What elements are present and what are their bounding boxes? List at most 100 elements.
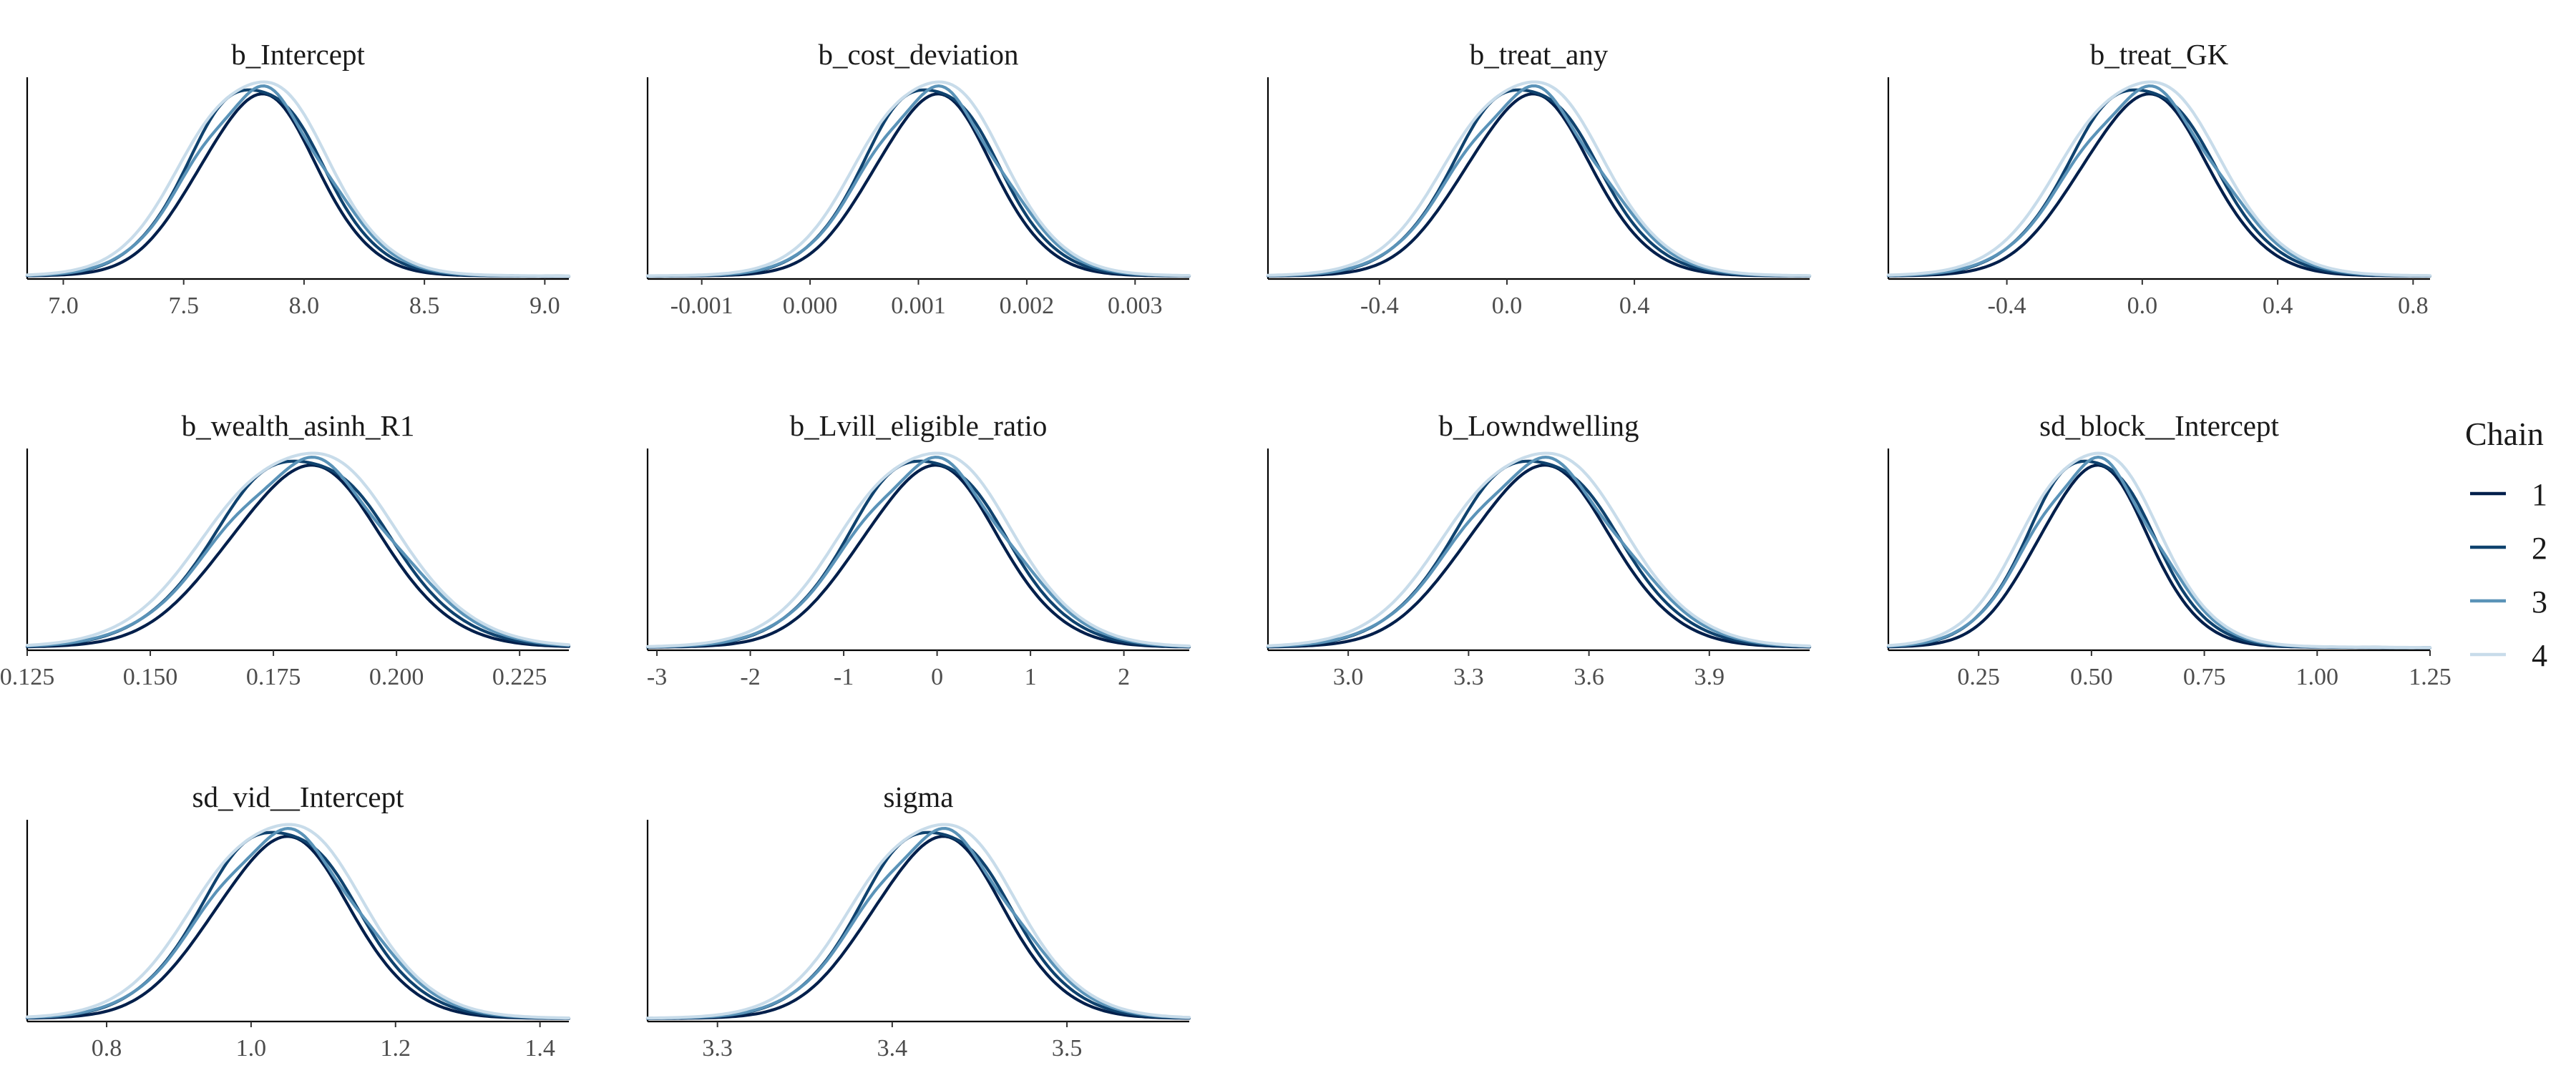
density-chain-1 — [25, 464, 571, 649]
density-chain-1 — [1266, 464, 1812, 649]
density-chain-1 — [25, 835, 571, 1020]
density-chain-1 — [1266, 92, 1812, 278]
x-tick-label: 8.0 — [289, 293, 320, 319]
x-tick-label: 0.25 — [1957, 664, 2000, 690]
panel-title: b_cost_deviation — [818, 38, 1018, 71]
legend-title: Chain — [2465, 416, 2544, 452]
density-chain-2 — [1886, 88, 2432, 278]
x-tick-label: 0.150 — [123, 664, 178, 690]
x-tick-label: 0.175 — [246, 664, 301, 690]
x-tick-label: 0.225 — [492, 664, 547, 690]
x-tick-label: 0.200 — [369, 664, 424, 690]
x-tick-label: 0.50 — [2070, 664, 2113, 690]
density-chain-4 — [645, 80, 1191, 278]
panel-sigma: sigma 3.3 3.4 3.5 — [645, 780, 1191, 1062]
density-chain-4 — [25, 451, 571, 647]
x-tick-label: -2 — [740, 664, 760, 690]
legend-label-1: 1 — [2532, 477, 2547, 512]
density-chain-4 — [25, 80, 571, 278]
density-chain-3 — [645, 84, 1191, 278]
panel-b_wealth_asinh_R1: b_wealth_asinh_R1 0.125 0.150 0.175 0.200 0.2… — [0, 409, 571, 690]
x-tick-label: 0.001 — [891, 293, 946, 319]
density-chain-1 — [645, 464, 1191, 649]
panel-title: sd_block__Intercept — [2039, 409, 2279, 442]
x-tick-label: 3.9 — [1694, 664, 1725, 690]
panel-title: sigma — [884, 780, 954, 813]
x-tick-label: 0.125 — [0, 664, 54, 690]
x-tick-label: -1 — [834, 664, 854, 690]
x-tick-label: 0.003 — [1108, 293, 1163, 319]
panel-b_cost_deviation: b_cost_deviation -0.001 0.000 0.001 0.002 0.0… — [645, 38, 1191, 319]
x-tick-label: 7.0 — [48, 293, 79, 319]
density-chain-1 — [645, 835, 1191, 1021]
x-tick-label: 3.0 — [1333, 664, 1364, 690]
density-chain-1 — [1886, 92, 2432, 278]
x-tick-label: 3.3 — [1453, 664, 1484, 690]
density-chain-3 — [1266, 84, 1812, 278]
x-tick-label: 0.8 — [2398, 293, 2429, 319]
density-chain-3 — [1886, 84, 2432, 278]
density-chain-4 — [1886, 451, 2432, 650]
x-tick-label: -0.4 — [1360, 293, 1399, 319]
density-chain-4 — [1266, 451, 1812, 648]
density-chain-2 — [25, 459, 571, 648]
panel-b_Lowndwelling: b_Lowndwelling 3.0 3.3 3.6 3.9 — [1266, 409, 1812, 690]
x-tick-label: 8.5 — [409, 293, 440, 319]
density-chain-2 — [645, 88, 1191, 278]
density-chain-2 — [1266, 88, 1812, 278]
panel-sd_vid__Intercept: sd_vid__Intercept 0.8 1.0 1.2 1.4 — [25, 780, 571, 1062]
density-chain-4 — [1886, 80, 2432, 278]
panel-b_Lvill_eligible_ratio: b_Lvill_eligible_ratio -3 -2 -1 0 1 2 — [645, 409, 1191, 690]
panel-sd_block__Intercept: sd_block__Intercept 0.25 0.50 0.75 1.00 1.25 — [1886, 409, 2451, 690]
density-chain-2 — [645, 459, 1191, 649]
density-chain-4 — [645, 823, 1191, 1020]
x-tick-label: 3.4 — [877, 1035, 908, 1062]
panel-title: b_wealth_asinh_R1 — [182, 409, 415, 442]
x-tick-label: -0.001 — [670, 293, 733, 319]
x-tick-label: 0.8 — [92, 1035, 122, 1062]
x-tick-label: 1.00 — [2296, 664, 2339, 690]
x-tick-label: 0.0 — [2127, 293, 2158, 319]
density-chain-3 — [25, 455, 571, 648]
legend-label-2: 2 — [2532, 531, 2547, 566]
density-chain-3 — [1886, 455, 2432, 650]
density-chain-3 — [25, 826, 571, 1020]
legend-label-4: 4 — [2532, 638, 2547, 673]
panel-title: b_treat_any — [1470, 38, 1609, 71]
x-tick-label: 1.0 — [236, 1035, 267, 1062]
panel-title: sd_vid__Intercept — [192, 780, 404, 813]
density-chain-2 — [1266, 459, 1812, 649]
x-tick-label: 7.5 — [168, 293, 199, 319]
density-chain-4 — [25, 823, 571, 1020]
x-tick-label: 3.3 — [702, 1035, 733, 1062]
density-chain-1 — [1886, 464, 2432, 650]
density-chain-3 — [645, 455, 1191, 649]
x-tick-label: 1.4 — [525, 1035, 555, 1062]
x-tick-label: 0 — [931, 664, 943, 690]
x-tick-label: 1.2 — [381, 1035, 411, 1062]
density-chain-2 — [645, 831, 1191, 1020]
x-tick-label: 1 — [1025, 664, 1037, 690]
x-tick-label: 0.002 — [1000, 293, 1055, 319]
x-tick-label: 2 — [1118, 664, 1130, 690]
density-chain-4 — [645, 451, 1191, 648]
legend-label-3: 3 — [2532, 584, 2547, 619]
density-chain-3 — [1266, 455, 1812, 648]
x-tick-label: 0.4 — [2263, 293, 2293, 319]
x-tick-label: 9.0 — [530, 293, 560, 319]
x-tick-label: 0.4 — [1619, 293, 1650, 319]
chain-legend: Chain 1 2 3 4 — [2465, 416, 2547, 673]
density-chain-3 — [25, 84, 571, 278]
panel-b_treat_any: b_treat_any -0.4 0.0 0.4 — [1266, 38, 1812, 319]
x-tick-label: 0.75 — [2183, 664, 2226, 690]
panel-b_Intercept: b_Intercept 7.0 7.5 8.0 8.5 9.0 — [25, 38, 571, 319]
x-tick-label: 0.000 — [783, 293, 838, 319]
density-chain-4 — [1266, 80, 1812, 278]
x-tick-label: 1.25 — [2409, 664, 2451, 690]
facet-panels: b_Intercept 7.0 7.5 8.0 8.5 9.0 b_cost_deviati… — [0, 38, 2451, 1062]
density-chain-3 — [645, 826, 1191, 1020]
panel-title: b_treat_GK — [2090, 38, 2229, 71]
x-tick-label: -0.4 — [1988, 293, 2026, 319]
density-chain-2 — [25, 88, 571, 278]
